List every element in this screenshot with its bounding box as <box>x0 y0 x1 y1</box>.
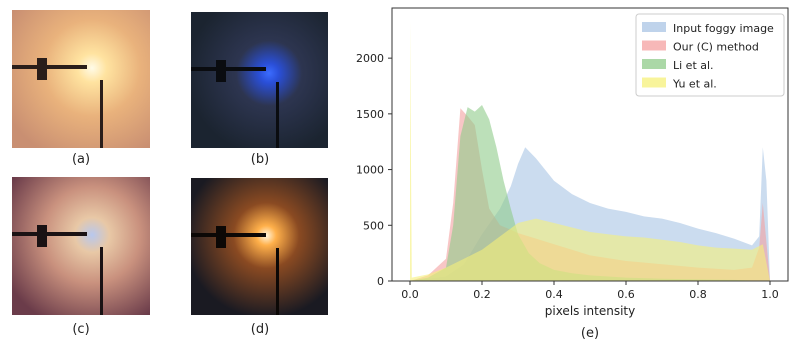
panel-c-caption: (c) <box>72 322 90 337</box>
legend-label-1: Our (C) method <box>673 41 759 54</box>
chart-caption: (e) <box>581 326 599 341</box>
y-tick-label-2: 1000 <box>356 164 384 177</box>
x-tick-label-5: 1.0 <box>761 288 779 301</box>
y-tick-label-1: 500 <box>363 219 384 232</box>
series-area-3 <box>410 21 770 281</box>
panel-d-caption: (d) <box>250 322 270 337</box>
legend-label-0: Input foggy image <box>673 22 774 35</box>
y-tick-label-4: 2000 <box>356 52 384 65</box>
legend-swatch-3 <box>642 77 666 88</box>
panel-d-image <box>191 178 328 315</box>
x-tick-label-1: 0.2 <box>473 288 491 301</box>
x-tick-label-4: 0.8 <box>689 288 707 301</box>
legend-swatch-1 <box>642 40 666 51</box>
legend-swatch-0 <box>642 22 666 32</box>
legend-label-3: Yu et al. <box>672 78 717 91</box>
y-tick-label-3: 1500 <box>356 108 384 121</box>
panel-c-image <box>12 177 150 315</box>
x-tick-label-0: 0.0 <box>401 288 419 301</box>
y-tick-label-0: 0 <box>377 275 384 288</box>
plot-frame <box>391 7 789 282</box>
histogram-chart: 0.0 0.2 0.4 0.6 0.8 1.0 0 500 1000 1500 2000 pixels… <box>356 7 789 341</box>
panel-b-caption: (b) <box>250 152 270 167</box>
x-tick-label-2: 0.4 <box>545 288 563 301</box>
panel-a-caption: (a) <box>71 152 91 167</box>
x-tick-label-3: 0.6 <box>617 288 635 301</box>
panel-b-image <box>191 12 328 148</box>
panel-a-image <box>12 10 150 148</box>
x-axis-label: pixels intensity <box>545 304 636 318</box>
legend-box <box>635 13 785 97</box>
legend-swatch-2 <box>642 59 666 69</box>
legend-label-2: Li et al. <box>673 59 714 72</box>
